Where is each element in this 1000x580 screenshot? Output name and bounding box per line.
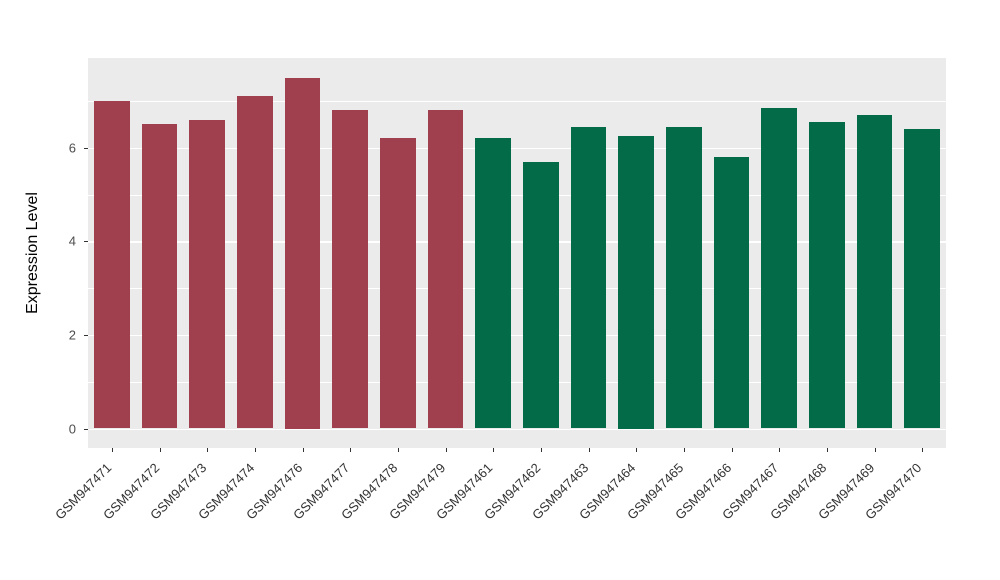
- x-tick-mark: [254, 448, 256, 452]
- bar-GSM947474: [236, 96, 273, 429]
- bar-GSM947477: [332, 110, 369, 429]
- y-tick-mark: [84, 334, 88, 336]
- x-tick-mark: [636, 448, 638, 452]
- y-tick-label-6: 6: [68, 140, 76, 156]
- y-tick-mark: [84, 241, 88, 243]
- gridline-major-2: [88, 334, 946, 337]
- gridline-minor-3: [88, 288, 946, 289]
- y-axis-title: Expression Level: [24, 192, 41, 314]
- x-tick-mark: [445, 448, 447, 452]
- bar-GSM947461: [475, 138, 512, 429]
- y-tick-mark: [84, 428, 88, 430]
- x-tick-mark: [540, 448, 542, 452]
- x-tick-mark: [159, 448, 161, 452]
- bar-GSM947466: [713, 157, 750, 429]
- y-tick-label-0: 0: [68, 421, 76, 436]
- x-tick-mark: [207, 448, 209, 452]
- bar-GSM947470: [904, 128, 941, 429]
- bar-GSM947467: [761, 107, 798, 429]
- bar-GSM947465: [665, 126, 702, 429]
- bar-GSM947468: [808, 121, 845, 429]
- bar-GSM947462: [522, 161, 559, 429]
- y-tick-mark: [84, 147, 88, 149]
- x-tick-mark: [922, 448, 924, 452]
- y-tick-label-2: 2: [68, 327, 76, 343]
- gridline-minor-7: [88, 100, 946, 102]
- chart-panel: [88, 58, 946, 448]
- y-tick-label-4: 4: [68, 233, 76, 249]
- gridline-minor-5: [88, 194, 946, 196]
- x-tick-mark: [350, 448, 352, 452]
- x-tick-mark: [493, 448, 495, 452]
- x-tick-mark: [302, 448, 304, 452]
- gridline-minor-1: [88, 381, 946, 383]
- gridline-major-0: [88, 428, 946, 430]
- bar-GSM947463: [570, 126, 607, 429]
- gridline-major-6: [88, 147, 946, 150]
- bar-GSM947469: [856, 114, 893, 429]
- x-tick-mark: [779, 448, 781, 452]
- x-tick-mark: [588, 448, 590, 452]
- x-tick-mark: [397, 448, 399, 452]
- x-tick-mark: [683, 448, 685, 452]
- bar-GSM947471: [93, 100, 130, 429]
- bar-GSM947464: [618, 136, 655, 429]
- bar-GSM947479: [427, 110, 464, 429]
- bar-GSM947478: [379, 138, 416, 429]
- gridline-major-4: [88, 241, 946, 243]
- x-tick-mark: [111, 448, 113, 452]
- x-tick-mark: [874, 448, 876, 452]
- x-tick-mark: [826, 448, 828, 452]
- bar-GSM947473: [189, 119, 226, 429]
- bar-GSM947476: [284, 77, 321, 429]
- bar-GSM947472: [141, 124, 178, 429]
- x-tick-mark: [731, 448, 733, 452]
